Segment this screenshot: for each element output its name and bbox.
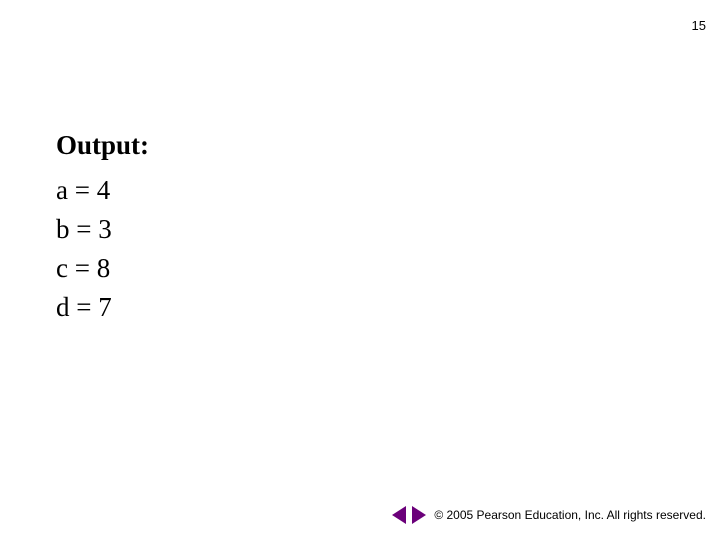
output-line: d = 7 [56, 288, 149, 327]
copyright-text: © 2005 Pearson Education, Inc. All right… [434, 508, 706, 522]
page-number: 15 [692, 18, 706, 33]
output-line: c = 8 [56, 249, 149, 288]
slide: 15 Output: a = 4 b = 3 c = 8 d = 7 © 200… [0, 0, 720, 540]
nav-controls [392, 506, 426, 524]
output-line: a = 4 [56, 171, 149, 210]
prev-arrow-icon[interactable] [392, 506, 406, 524]
footer: © 2005 Pearson Education, Inc. All right… [392, 506, 706, 524]
output-heading: Output: [56, 130, 149, 161]
content-block: Output: a = 4 b = 3 c = 8 d = 7 [56, 130, 149, 328]
next-arrow-icon[interactable] [412, 506, 426, 524]
output-line: b = 3 [56, 210, 149, 249]
